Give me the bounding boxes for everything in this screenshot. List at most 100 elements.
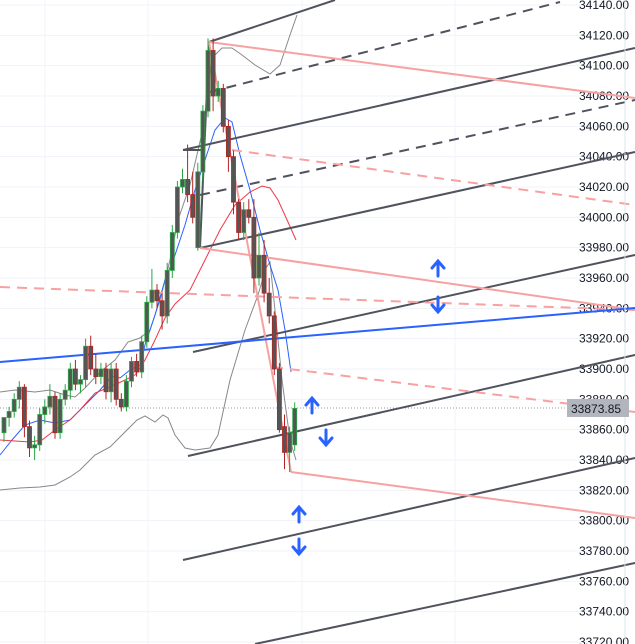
- candle: [169, 224, 175, 278]
- candle-body: [215, 88, 221, 97]
- arrow-markers[interactable]: [291, 258, 446, 557]
- price-tick-label: 33780.00: [579, 544, 629, 558]
- candle: [231, 150, 236, 215]
- price-axis: 34140.0034120.0034100.0034080.0034060.00…: [579, 0, 629, 644]
- price-tick-label: 33840.00: [579, 453, 629, 467]
- candle: [154, 284, 160, 309]
- candle-body: [98, 368, 104, 377]
- arrow-down-icon: [318, 428, 334, 448]
- candle-body: [180, 179, 185, 188]
- candle: [159, 293, 165, 330]
- candle-body: [42, 406, 48, 415]
- candle: [62, 384, 68, 406]
- candle-body: [174, 186, 180, 233]
- candles: [1, 38, 298, 473]
- candle-body: [159, 300, 165, 317]
- candle-body: [16, 386, 22, 400]
- candle-body: [124, 380, 129, 408]
- arrow-up-icon: [291, 504, 307, 524]
- candle: [180, 168, 185, 194]
- candle-body: [21, 386, 27, 428]
- candle-body: [256, 254, 262, 279]
- candle: [215, 80, 221, 103]
- candle: [282, 414, 287, 470]
- candle: [98, 362, 104, 385]
- candle: [118, 393, 124, 412]
- price-tick-label: 33760.00: [579, 574, 629, 588]
- candle-body: [139, 341, 145, 373]
- price-tick-label: 33860.00: [579, 423, 629, 437]
- candle-body: [6, 411, 12, 418]
- candle: [73, 359, 78, 391]
- candle: [52, 391, 58, 439]
- candle-body: [292, 408, 298, 446]
- price-tick-label: 34040.00: [579, 150, 629, 164]
- candle: [200, 105, 206, 181]
- candle: [11, 393, 17, 418]
- candle: [185, 144, 191, 203]
- arrow-down-icon: [430, 295, 446, 315]
- price-tick-label: 34060.00: [579, 119, 629, 133]
- candle-body: [190, 194, 196, 218]
- price-tick-label: 33740.00: [579, 605, 629, 619]
- candle: [266, 278, 272, 324]
- candle-body: [154, 289, 160, 302]
- candle: [1, 417, 7, 442]
- candle: [190, 171, 196, 224]
- candle: [124, 375, 129, 412]
- price-tick-label: 34100.00: [579, 59, 629, 73]
- candle-body: [62, 389, 68, 400]
- candle-body: [282, 426, 287, 453]
- candle: [83, 338, 88, 388]
- candle-body: [210, 50, 216, 97]
- candle-body: [205, 50, 211, 112]
- candle: [47, 384, 53, 415]
- candle: [93, 353, 99, 385]
- last-price-label: 33873.85: [571, 402, 621, 416]
- candle-body: [37, 414, 43, 446]
- candle: [32, 435, 37, 460]
- bollinger-lower: [0, 260, 297, 491]
- price-tick-label: 33960.00: [579, 271, 629, 285]
- candle: [195, 162, 201, 251]
- candle-body: [113, 368, 119, 400]
- candle-body: [195, 171, 201, 249]
- candle: [88, 335, 94, 376]
- candle: [6, 406, 12, 427]
- candle-body: [261, 254, 267, 294]
- candle-body: [32, 444, 37, 449]
- candle: [27, 420, 32, 457]
- candle-body: [276, 368, 282, 431]
- price-tick-label: 33900.00: [579, 362, 629, 376]
- candle: [57, 393, 63, 439]
- candle-body: [88, 345, 94, 370]
- price-tick-label: 34020.00: [579, 180, 629, 194]
- candle: [287, 426, 293, 473]
- candle: [205, 38, 211, 118]
- candle-body: [200, 110, 206, 173]
- trendline[interactable]: [0, 307, 635, 363]
- candle-body: [271, 315, 277, 370]
- candle-body: [287, 432, 293, 453]
- candle-body: [129, 361, 134, 382]
- candle-body: [103, 368, 109, 393]
- candle: [134, 353, 140, 377]
- candle-body: [164, 270, 170, 317]
- moving-average-fast: [0, 117, 292, 456]
- candle: [144, 296, 150, 348]
- candle-body: [83, 345, 88, 381]
- candle: [174, 180, 180, 239]
- candle: [42, 399, 48, 424]
- arrow-up-icon: [430, 258, 446, 278]
- candle-body: [169, 232, 175, 271]
- candle-body: [52, 395, 58, 434]
- candle: [108, 362, 114, 403]
- candle: [37, 408, 43, 451]
- candle: [67, 362, 73, 400]
- candle-body: [78, 379, 83, 385]
- candle-body: [251, 216, 257, 279]
